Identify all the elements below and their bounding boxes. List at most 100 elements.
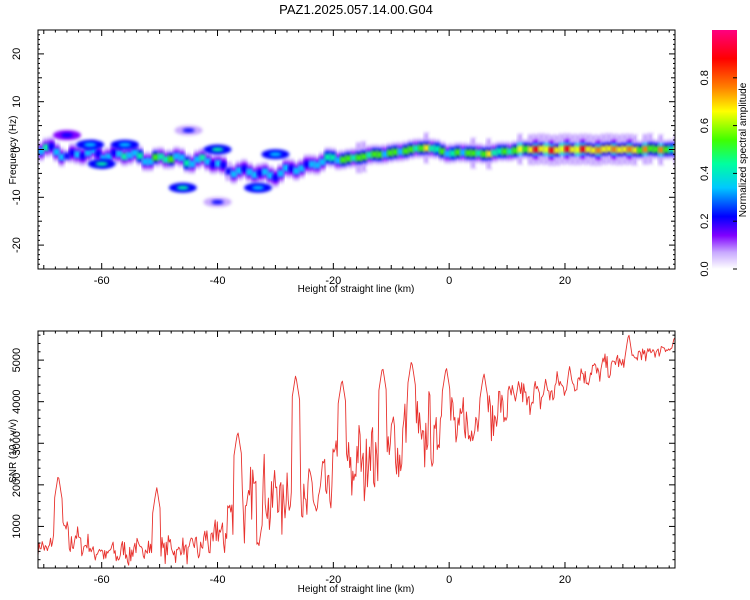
heatmap-cell-3 — [486, 150, 493, 158]
heatmap-cell-3 — [319, 158, 326, 166]
heatmap-cell-3 — [100, 155, 107, 162]
heatmap-cell-3 — [282, 164, 289, 172]
heatmap-cell-3 — [79, 152, 86, 160]
heatmap-cell-3 — [496, 148, 503, 155]
heatmap-cell-3 — [340, 156, 347, 164]
heatmap-blob-core — [182, 128, 195, 133]
heatmap-cell-3 — [157, 153, 164, 161]
heatmap-cell-3 — [116, 150, 122, 158]
heatmap-cell-3 — [204, 158, 211, 165]
y-tick-label: 4000 — [11, 389, 23, 413]
spectrogram-panel: -60 -40 -20 0 20 -20 -10 0 10 20 Height of straig… — [8, 29, 676, 295]
colorbar-label: Normalized spectral amplitude — [738, 82, 749, 217]
heatmap-cell-3 — [355, 154, 362, 162]
heatmap-cell-3 — [632, 146, 638, 154]
heatmap-cell-3 — [642, 145, 649, 153]
heatmap-cell-3 — [637, 146, 644, 154]
heatmap-cell-3 — [580, 145, 586, 153]
x-tick-label: -20 — [325, 275, 341, 287]
snr-xlabel: Height of straight line (km) — [298, 584, 415, 595]
snr-panel: -60 -40 -20 0 20 1000 2000 3000 4000 5000 Height … — [8, 330, 676, 595]
heatmap-cell-3 — [189, 160, 195, 168]
heatmap-cell-3 — [345, 155, 352, 162]
y-tick-label: 10 — [11, 96, 23, 108]
x-tick-label: 20 — [559, 574, 571, 586]
heatmap-cell-3 — [84, 149, 91, 157]
heatmap-blob-core — [95, 161, 108, 166]
y-tick-label: 1000 — [11, 514, 23, 538]
heatmap-cell-3 — [236, 167, 242, 175]
colorbar-ticks: 0.0 0.2 0.4 0.6 0.8 — [699, 70, 737, 277]
heatmap-cell-3 — [131, 149, 138, 157]
heatmap-blob-core — [118, 142, 131, 147]
heatmap-cell-3 — [230, 170, 237, 178]
heatmap-cell-3 — [590, 146, 597, 154]
heatmap-cell-3 — [335, 157, 341, 164]
heatmap-cell-3 — [392, 148, 399, 156]
heatmap-cell-3 — [507, 148, 513, 155]
heatmap-cell-3 — [491, 149, 498, 156]
heatmap-cell-3 — [553, 146, 560, 154]
snr-ticks: -60 -40 -20 0 20 1000 2000 3000 4000 5000 — [11, 331, 675, 586]
heatmap-cell-3 — [569, 146, 576, 153]
heatmap-cell-3 — [574, 146, 581, 153]
figure-title: PAZ1.2025.057.14.00.G04 — [279, 2, 433, 17]
heatmap-cell-3 — [225, 167, 232, 175]
heatmap-cell-3 — [241, 165, 248, 173]
heatmap-cell-3 — [38, 148, 44, 155]
heatmap-cell-3 — [69, 149, 76, 157]
heatmap-cell-3 — [616, 146, 623, 154]
heatmap-cell-3 — [527, 146, 534, 154]
heatmap-cell-3 — [454, 148, 461, 156]
heatmap-cell-3 — [220, 161, 227, 169]
heatmap-cell-3 — [387, 149, 394, 157]
heatmap-cell-3 — [376, 151, 383, 158]
heatmap-cell-3 — [43, 144, 50, 151]
colorbar-tick-label: 0.0 — [699, 261, 711, 276]
heatmap-cell-3 — [423, 144, 430, 152]
heatmap-cell-3 — [460, 149, 466, 156]
y-tick-label: -10 — [11, 189, 23, 205]
colorbar-tick-label: 0.4 — [699, 166, 711, 181]
y-tick-label: 2000 — [11, 473, 23, 497]
heatmap-cell-3 — [533, 146, 539, 153]
y-tick-label: 20 — [11, 48, 23, 60]
heatmap-cell-3 — [481, 150, 487, 158]
x-tick-label: 20 — [559, 275, 571, 287]
heatmap-layer — [38, 125, 675, 208]
heatmap-cell-3 — [168, 155, 175, 163]
heatmap-cell-3 — [298, 165, 305, 172]
x-tick-label: -40 — [210, 275, 226, 287]
heatmap-cell-3 — [381, 150, 388, 158]
heatmap-cell-3 — [512, 147, 519, 154]
heatmap-cell-3 — [559, 145, 565, 153]
heatmap-cell-3 — [183, 159, 190, 167]
y-tick-label: 5000 — [11, 348, 23, 372]
y-tick-label: 0 — [11, 146, 23, 152]
heatmap-cell-3 — [543, 146, 550, 153]
heatmap-cell-3 — [173, 152, 180, 160]
y-tick-label: 3000 — [11, 431, 23, 455]
heatmap-cell-3 — [439, 148, 446, 155]
x-tick-label: -60 — [94, 574, 110, 586]
heatmap-cell-3 — [475, 149, 482, 157]
spectrogram-ylabel: Frequency (Hz) — [8, 116, 19, 185]
heatmap-cell-3 — [64, 152, 70, 160]
x-tick-label: 0 — [446, 275, 452, 287]
heatmap-blob-core — [269, 152, 282, 157]
heatmap-cell-3 — [95, 150, 102, 158]
heatmap-cell-3 — [272, 174, 279, 181]
heatmap-cell-3 — [658, 146, 665, 154]
colorbar-gradient — [712, 30, 737, 269]
x-tick-label: -40 — [210, 574, 226, 586]
heatmap-cell-3 — [585, 145, 592, 153]
colorbar-tick-label: 0.8 — [699, 70, 711, 85]
heatmap-cell-3 — [329, 154, 336, 162]
heatmap-cell-3 — [178, 154, 185, 161]
heatmap-cell-3 — [647, 145, 654, 152]
colorbar-tick-label: 0.2 — [699, 214, 711, 229]
heatmap-cell-3 — [663, 146, 670, 153]
heatmap-cell-3 — [600, 145, 607, 153]
heatmap-cell-3 — [209, 161, 216, 168]
x-tick-label: -60 — [94, 275, 110, 287]
